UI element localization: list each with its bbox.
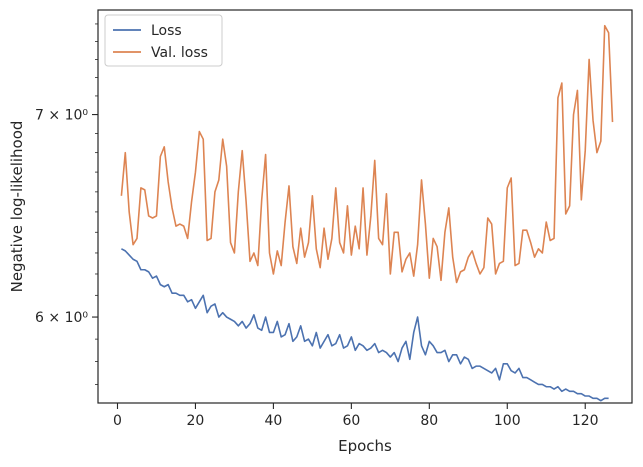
legend-box <box>104 14 223 67</box>
x-tick-label: 100 <box>494 413 521 429</box>
legend-label: Val. loss <box>151 45 208 61</box>
series-line-loss <box>121 248 609 402</box>
y-tick-label: 7 × 10⁰ <box>35 108 88 124</box>
plot-frame <box>97 9 633 404</box>
x-tick-label: 40 <box>264 413 282 429</box>
x-tick-label: 20 <box>187 413 205 429</box>
legend-label: Loss <box>151 23 182 39</box>
y-tick-label: 6 × 10⁰ <box>35 310 88 326</box>
x-axis-label: Epochs <box>338 437 392 455</box>
x-tick-label: 120 <box>572 413 599 429</box>
x-tick-label: 60 <box>342 413 360 429</box>
series-line-val-loss <box>120 24 614 284</box>
x-tick-label: 0 <box>113 413 122 429</box>
x-tick-label: 80 <box>420 413 438 429</box>
y-axis-label: Negative log-likelihood <box>8 121 26 293</box>
